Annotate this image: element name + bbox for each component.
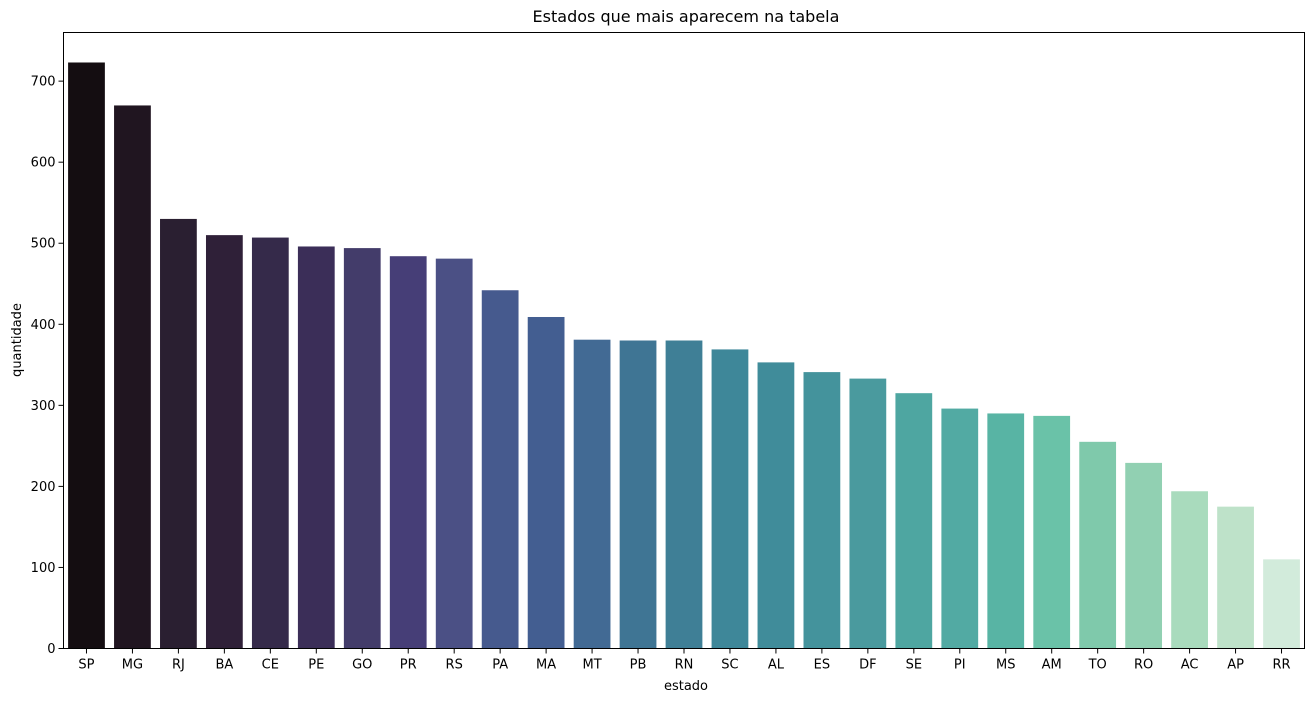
x-tick-label: TO: [1088, 658, 1107, 673]
x-tick-label: PR: [400, 658, 417, 673]
bar-es: [803, 372, 841, 649]
x-tick-label: RS: [446, 658, 463, 673]
x-tick-label: CE: [262, 658, 279, 673]
y-tick-label: 300: [31, 399, 56, 414]
bar-pa: [481, 290, 519, 649]
y-tick-label: 400: [31, 318, 56, 333]
x-tick-label: SC: [721, 658, 738, 673]
y-tick-label: 100: [31, 561, 56, 576]
x-tick-label: MT: [582, 658, 601, 673]
chart-title: Estados que mais aparecem na tabela: [533, 7, 840, 26]
x-tick-label: DF: [859, 658, 877, 673]
x-tick-label: PB: [630, 658, 647, 673]
bar-sc: [711, 349, 749, 649]
x-tick-label: AL: [768, 658, 785, 673]
x-axis-label: estado: [664, 679, 708, 694]
bar-pi: [941, 408, 979, 649]
bar-pr: [389, 256, 427, 649]
bar-rr: [1263, 559, 1300, 649]
x-tick-label: RN: [675, 658, 694, 673]
x-tick-label: SE: [906, 658, 922, 673]
y-tick-label: 700: [31, 75, 56, 90]
bar-go: [343, 248, 381, 649]
bar-rn: [665, 340, 703, 649]
x-tick-label: PE: [308, 658, 324, 673]
bar-ap: [1217, 506, 1254, 649]
y-axis-label: quantidade: [10, 303, 25, 377]
bars-group: [68, 62, 1300, 649]
bar-mt: [573, 339, 611, 649]
bar-ms: [987, 413, 1025, 649]
bar-pe: [297, 246, 335, 649]
bar-ba: [205, 235, 243, 649]
x-tick-label: SP: [78, 658, 94, 673]
bar-ce: [251, 237, 289, 649]
x-tick-label: BA: [215, 658, 233, 673]
x-tick-label: ES: [814, 658, 830, 673]
bar-ro: [1125, 462, 1163, 649]
bar-al: [757, 362, 795, 649]
bar-se: [895, 393, 933, 649]
bar-sp: [68, 62, 105, 649]
x-axis-ticks: SP MG RJ BA CE PE GO PR RS PA MA MT PB RN SC AL ES DF SE PI…: [78, 648, 1291, 673]
bar-rs: [435, 258, 473, 649]
bar-rj: [160, 218, 197, 649]
y-tick-label: 500: [31, 237, 56, 252]
bar-df: [849, 378, 887, 649]
y-tick-label: 200: [31, 480, 56, 495]
x-tick-label: PA: [492, 658, 508, 673]
y-tick-label: 0: [47, 642, 55, 657]
bar-am: [1033, 415, 1071, 649]
x-tick-label: MA: [536, 658, 556, 673]
bar-to: [1079, 441, 1117, 649]
bar-ma: [527, 316, 565, 649]
x-tick-label: RJ: [172, 658, 185, 673]
bar-pb: [619, 340, 657, 649]
y-axis-ticks: 0 100 200 300 400 500 600 700: [31, 75, 64, 657]
x-tick-label: GO: [352, 658, 372, 673]
x-tick-label: RR: [1272, 658, 1290, 673]
x-tick-label: PI: [954, 658, 966, 673]
x-tick-label: AP: [1227, 658, 1244, 673]
bar-ac: [1171, 491, 1208, 649]
x-tick-label: AC: [1181, 658, 1199, 673]
x-tick-label: MG: [122, 658, 143, 673]
x-tick-label: AM: [1042, 658, 1062, 673]
y-tick-label: 600: [31, 156, 56, 171]
x-tick-label: MS: [996, 658, 1015, 673]
bar-mg: [114, 105, 151, 649]
axes-frame: [63, 32, 1305, 649]
x-tick-label: RO: [1134, 658, 1153, 673]
